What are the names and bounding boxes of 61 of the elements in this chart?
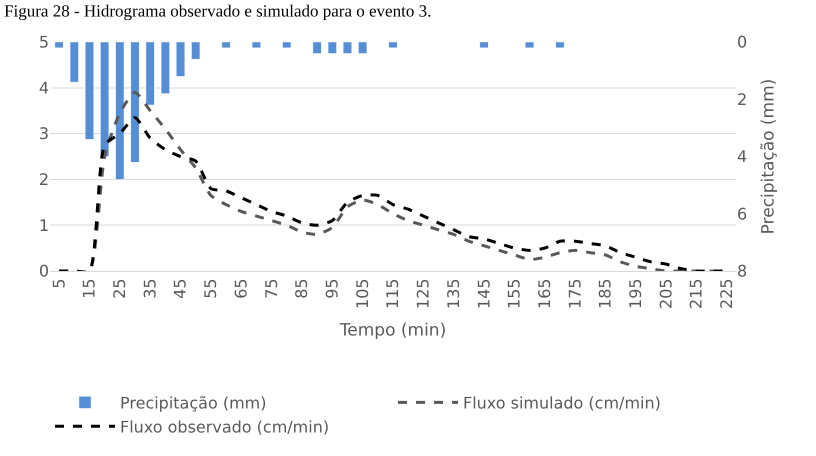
x-tick-label: 145 bbox=[474, 278, 494, 309]
x-tick-label: 45 bbox=[170, 278, 190, 299]
x-tick-label: 195 bbox=[626, 278, 646, 309]
x-tick-label: 205 bbox=[656, 278, 676, 309]
y-tick-label: 2 bbox=[38, 170, 49, 189]
x-tick-label: 185 bbox=[596, 278, 615, 309]
y2-tick-label: 0 bbox=[737, 32, 748, 52]
bar bbox=[160, 42, 170, 94]
legend-label: Fluxo observado (cm/min) bbox=[120, 417, 330, 436]
y2-tick-label: 2 bbox=[737, 90, 748, 109]
legend-label: Precipitação (mm) bbox=[120, 394, 266, 413]
bar bbox=[343, 42, 352, 54]
x-tick-label: 55 bbox=[201, 278, 220, 299]
x-tick-label: 225 bbox=[717, 278, 736, 309]
bar bbox=[480, 42, 488, 48]
x-tick-label: 115 bbox=[383, 278, 402, 309]
bar bbox=[70, 42, 79, 82]
bar bbox=[358, 42, 368, 54]
x-tick-label: 5 bbox=[49, 278, 68, 289]
x-tick-label: 15 bbox=[80, 278, 99, 299]
y2-tick-label: 4 bbox=[737, 147, 748, 166]
x-tick-label: 155 bbox=[504, 278, 524, 309]
x-tick-label: 215 bbox=[686, 278, 706, 309]
y2-axis-title: Precipitação (mm) bbox=[758, 78, 779, 234]
bar bbox=[312, 42, 322, 54]
y-tick-label: 3 bbox=[38, 124, 49, 144]
x-tick-label: 35 bbox=[140, 278, 160, 299]
x-tick-label: 135 bbox=[444, 278, 463, 309]
y-tick-label: 4 bbox=[38, 78, 49, 98]
bar bbox=[85, 42, 94, 140]
x-tick-label: 85 bbox=[292, 278, 312, 299]
bar bbox=[388, 42, 398, 48]
x-tick-label: 75 bbox=[262, 278, 281, 299]
legend-label: Fluxo simulado (cm/min) bbox=[463, 394, 661, 413]
x-tick-label: 125 bbox=[414, 278, 433, 309]
chart-title: Figura 28 - Hidrograma observado e simulado para o evento 3. bbox=[4, 1, 432, 20]
bar bbox=[176, 42, 185, 77]
y-tick-label: 0 bbox=[38, 262, 49, 281]
x-tick-label: 25 bbox=[110, 278, 130, 299]
x-tick-label: 105 bbox=[352, 278, 372, 309]
x-axis-title: Tempo (min) bbox=[338, 320, 446, 340]
bar bbox=[556, 42, 564, 48]
y-tick-label: 1 bbox=[38, 216, 49, 235]
y2-tick-label: 6 bbox=[737, 204, 748, 224]
y-tick-label: 5 bbox=[38, 32, 49, 52]
bar bbox=[222, 42, 230, 48]
bar bbox=[130, 42, 140, 162]
bar bbox=[115, 42, 124, 180]
x-tick-label: 65 bbox=[231, 278, 250, 299]
x-tick-label: 175 bbox=[565, 278, 584, 309]
bar bbox=[191, 42, 200, 60]
bar bbox=[328, 42, 337, 54]
x-tick-label: 165 bbox=[534, 278, 554, 309]
x-tick-label: 95 bbox=[322, 278, 342, 299]
bar bbox=[54, 42, 64, 48]
y2-tick-label: 8 bbox=[737, 262, 748, 281]
bar bbox=[525, 42, 534, 48]
bar bbox=[146, 42, 155, 106]
bar bbox=[100, 42, 110, 157]
bar bbox=[282, 42, 292, 48]
bar bbox=[252, 42, 261, 48]
